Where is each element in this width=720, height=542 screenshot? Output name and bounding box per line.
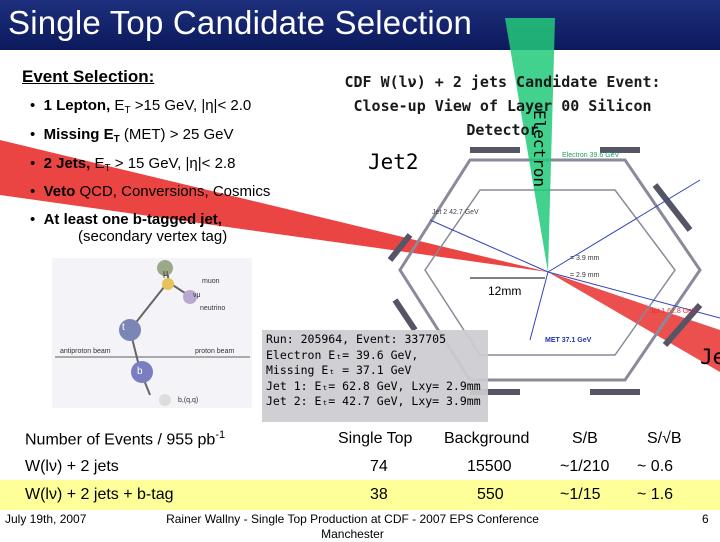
footer-date: July 19th, 2007 [5, 512, 87, 526]
electron-label: Electron [530, 110, 549, 188]
neutrino-sphere [183, 290, 197, 304]
table-header-sb: S/B [572, 430, 598, 447]
b2-sphere [159, 394, 171, 406]
table-header-single-top: Single Top [338, 430, 413, 447]
detector-ladders [387, 147, 703, 395]
feynman-label-antiproton: antiproton beam [60, 348, 111, 355]
selection-bullet-veto: • Veto QCD, Conversions, Cosmics [30, 183, 271, 200]
table-cell: 38 [370, 486, 388, 503]
top-sphere [119, 319, 141, 341]
table-cell: 74 [370, 458, 388, 475]
selection-bullet-lepton: • 1 Lepton, ET >15 GeV, |η|< 2.0 [30, 97, 252, 116]
footer-citation: Rainer Wallny - Single Top Production at… [166, 512, 539, 541]
selection-bullet-jets: • 2 Jets, ET > 15 GeV, |η|< 2.8 [30, 155, 236, 174]
jet2-cone [0, 140, 548, 272]
w-sphere [162, 278, 174, 290]
table-cell: 15500 [467, 458, 512, 475]
jet1-cone [548, 272, 720, 372]
jet2-label: Jet2 [368, 150, 419, 174]
feynman-diagram [52, 258, 252, 408]
selection-bullet-btag: • At least one b-tagged jet, (secondary v… [30, 211, 228, 245]
detector-label-jet2: Jet 2 42.7 GeV [432, 209, 479, 216]
run-info-text: Run: 205964, Event: 337705 Electron Eₜ= … [266, 332, 481, 408]
table-cell: ~1/15 [560, 486, 601, 503]
page-number: 6 [702, 512, 709, 526]
feynman-label-b: b [137, 366, 143, 377]
detector-label-met: MET 37.1 GeV [545, 337, 592, 344]
silicon-detector [398, 158, 702, 382]
muon-sphere [157, 260, 173, 276]
title-bar [0, 0, 720, 50]
feynman-label-bqq: b,(q,q) [178, 397, 199, 404]
jet-label: Jet [700, 345, 720, 369]
table-cell: 550 [477, 486, 504, 503]
feynman-label-muon: muon [202, 278, 220, 285]
table-row-label: W(lν) + 2 jets [25, 458, 119, 475]
slide-title: Single Top Candidate Selection [8, 4, 473, 41]
detector-label-lxy2: = 3.9 mm [570, 255, 600, 262]
feynman-label-mu: μ [163, 268, 169, 278]
selection-bullet-met: • Missing ET (MET) > 25 GeV [30, 126, 234, 145]
table-cell: ~1/210 [560, 458, 610, 475]
feynman-label-t: t [122, 322, 125, 333]
table-header-ssqrtb: S/√B [647, 430, 682, 447]
detector-label-electron: Electron 39.6 GeV [562, 152, 620, 159]
feynman-label-proton: proton beam [195, 348, 235, 355]
tracks [429, 179, 720, 341]
event-selection-heading: Event Selection: [22, 67, 155, 86]
table-cell: ~ 0.6 [637, 458, 674, 475]
feynman-label-numu: νμ [193, 292, 201, 299]
event-display-title: CDF W(lν) + 2 jets Candidate Event: Clos… [344, 73, 661, 139]
detector-label-jet1: Jet 1 62.8 GeV [650, 308, 697, 315]
detector-label-lxy1: = 2.9 mm [570, 272, 600, 279]
btag-row-highlight [0, 480, 720, 510]
table-cell: ~ 1.6 [637, 486, 674, 503]
run-info-box [262, 330, 488, 422]
scale-label: 12mm [488, 284, 522, 298]
table-header-background: Background [444, 430, 530, 447]
electron-cone [505, 18, 555, 272]
b-sphere [131, 361, 153, 383]
table-row-label: W(lν) + 2 jets + b-tag [25, 486, 174, 503]
table-header-label: Number of Events / 955 pb-1 [25, 429, 226, 449]
feynman-label-neutrino: neutrino [200, 305, 226, 312]
